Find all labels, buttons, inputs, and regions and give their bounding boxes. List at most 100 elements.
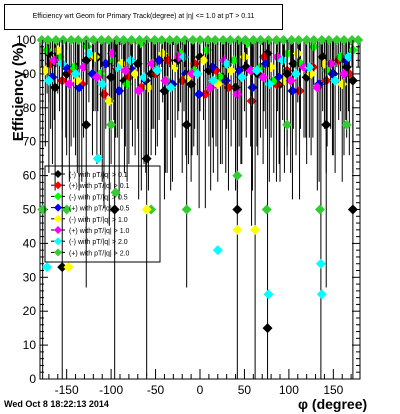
y-tick-label: 0	[29, 372, 36, 386]
legend-marker	[54, 192, 62, 201]
y-tick-label: 20	[23, 304, 37, 318]
data-point	[187, 35, 198, 45]
data-point	[171, 35, 182, 45]
legend-label: (-) with pT/|q| > 1.0	[69, 217, 128, 224]
legend-label: (-) with pT/|q| > 2.0	[69, 239, 128, 246]
data-point	[292, 48, 303, 59]
data-point	[63, 262, 74, 273]
data-point	[194, 89, 205, 100]
data-point	[230, 82, 241, 93]
data-point	[258, 72, 269, 83]
data-point	[232, 204, 243, 215]
data-point	[74, 82, 85, 93]
data-point	[122, 79, 133, 90]
data-point	[120, 65, 131, 76]
data-point	[271, 35, 282, 45]
data-point	[43, 35, 53, 45]
data-point	[263, 289, 274, 300]
x-tick-label: -100	[99, 383, 123, 397]
data-point	[286, 35, 297, 45]
data-point	[330, 75, 341, 86]
data-point	[317, 51, 328, 62]
data-point	[181, 119, 192, 130]
data-point	[306, 68, 317, 79]
data-point	[316, 35, 327, 45]
data-point	[143, 82, 154, 93]
data-point	[42, 262, 53, 273]
data-point	[262, 323, 273, 334]
data-point	[226, 65, 237, 76]
data-point	[282, 119, 293, 130]
data-point	[43, 75, 54, 86]
data-point	[58, 35, 69, 45]
data-point	[198, 55, 209, 66]
data-point	[61, 204, 72, 215]
legend-label: (+) with pT/|q| > 0.5	[69, 206, 130, 213]
data-point	[220, 75, 231, 86]
data-point	[337, 79, 348, 90]
data-point	[248, 35, 259, 45]
data-point	[111, 35, 122, 45]
data-point	[99, 89, 109, 100]
data-point	[308, 35, 319, 45]
data-point	[52, 45, 63, 56]
data-point	[125, 55, 136, 66]
data-point	[88, 35, 99, 45]
data-point	[91, 72, 102, 83]
y-tick-label: 100	[16, 33, 36, 47]
legend-marker	[54, 170, 62, 178]
legend: (-) with pT/|q| > 0.1 (+) with pT/|q| > 0…	[44, 165, 161, 263]
data-point	[263, 35, 274, 45]
data-point	[344, 68, 355, 79]
y-tick-label: 90	[23, 67, 37, 81]
data-point	[170, 62, 181, 73]
data-point	[233, 35, 244, 45]
data-point	[36, 35, 47, 45]
data-point	[165, 82, 176, 93]
data-point	[251, 65, 262, 76]
data-point	[103, 35, 114, 45]
x-tick-label: 0	[197, 383, 204, 397]
legend-marker	[54, 214, 62, 223]
data-point	[240, 35, 251, 45]
data-point	[291, 68, 301, 79]
data-point	[264, 79, 275, 90]
data-point	[287, 85, 298, 96]
data-point	[152, 65, 163, 76]
data-point	[82, 41, 93, 52]
data-point	[164, 35, 175, 45]
data-point	[141, 204, 152, 215]
data-point	[246, 96, 257, 107]
y-tick-label: 70	[23, 135, 37, 149]
data-point	[232, 170, 243, 181]
data-point	[247, 82, 258, 93]
data-point	[70, 68, 81, 79]
data-point	[261, 204, 272, 215]
data-point	[347, 204, 358, 215]
data-point	[66, 35, 77, 45]
data-point	[236, 72, 247, 83]
data-point	[81, 119, 92, 130]
data-point	[212, 245, 223, 256]
data-point	[285, 75, 296, 86]
data-point	[210, 35, 221, 45]
data-point	[187, 68, 197, 79]
data-point	[156, 35, 167, 45]
data-point	[339, 68, 349, 79]
legend-marker	[54, 226, 62, 234]
data-point	[134, 35, 145, 45]
data-point	[278, 35, 289, 45]
legend-label: (+) with pT/|q| > 2.0	[69, 250, 130, 257]
data-point	[316, 289, 327, 300]
data-point	[277, 55, 288, 66]
data-point	[106, 119, 117, 130]
data-point	[64, 79, 75, 90]
data-point	[301, 35, 312, 45]
data-point	[203, 35, 213, 45]
data-point	[97, 79, 108, 90]
data-point	[181, 204, 192, 215]
x-axis-label: φ (degree)	[298, 396, 368, 412]
legend-label: (+) with pT/|q| > 0.1	[69, 183, 130, 190]
data-point	[218, 35, 229, 45]
